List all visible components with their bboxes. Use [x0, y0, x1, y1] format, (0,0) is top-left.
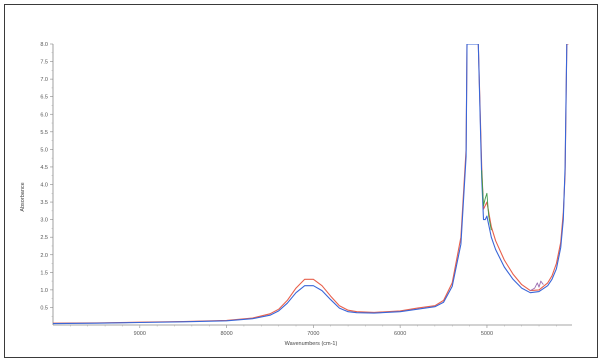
series-line-4 [530, 280, 544, 291]
y-tick-label: 3.5 [40, 200, 48, 206]
chart-frame [4, 4, 598, 358]
y-tick-label: 2.0 [40, 253, 48, 259]
y-tick-label: 1.5 [40, 270, 48, 276]
y-tick-label: 4.0 [40, 183, 48, 189]
x-tick-label: 7000 [307, 331, 319, 337]
y-tick-label: 3.0 [40, 218, 48, 224]
x-axis-title: Wavenumbers (cm-1) [285, 341, 338, 347]
y-tick-label: 6.0 [40, 112, 48, 118]
y-tick-label: 6.5 [40, 95, 48, 101]
series-line-2 [53, 44, 568, 325]
x-tick-label: 6000 [394, 331, 406, 337]
x-tick-label: 8000 [220, 331, 232, 337]
y-tick-label: 2.5 [40, 235, 48, 241]
series-line-3 [481, 170, 492, 231]
y-tick-label: 1.0 [40, 288, 48, 294]
series-line-1 [53, 44, 569, 324]
x-tick-label: 9000 [134, 331, 146, 337]
y-tick-label: 7.0 [40, 77, 48, 83]
y-axis-title: Absorbance [20, 182, 26, 211]
y-tick-label: 8.0 [40, 42, 48, 48]
y-tick-label: 0.5 [40, 305, 48, 311]
y-tick-label: 5.0 [40, 147, 48, 153]
y-tick-label: 4.5 [40, 165, 48, 171]
y-tick-label: 7.5 [40, 60, 48, 66]
y-tick-label: 5.5 [40, 130, 48, 136]
x-tick-label: 5000 [481, 331, 493, 337]
